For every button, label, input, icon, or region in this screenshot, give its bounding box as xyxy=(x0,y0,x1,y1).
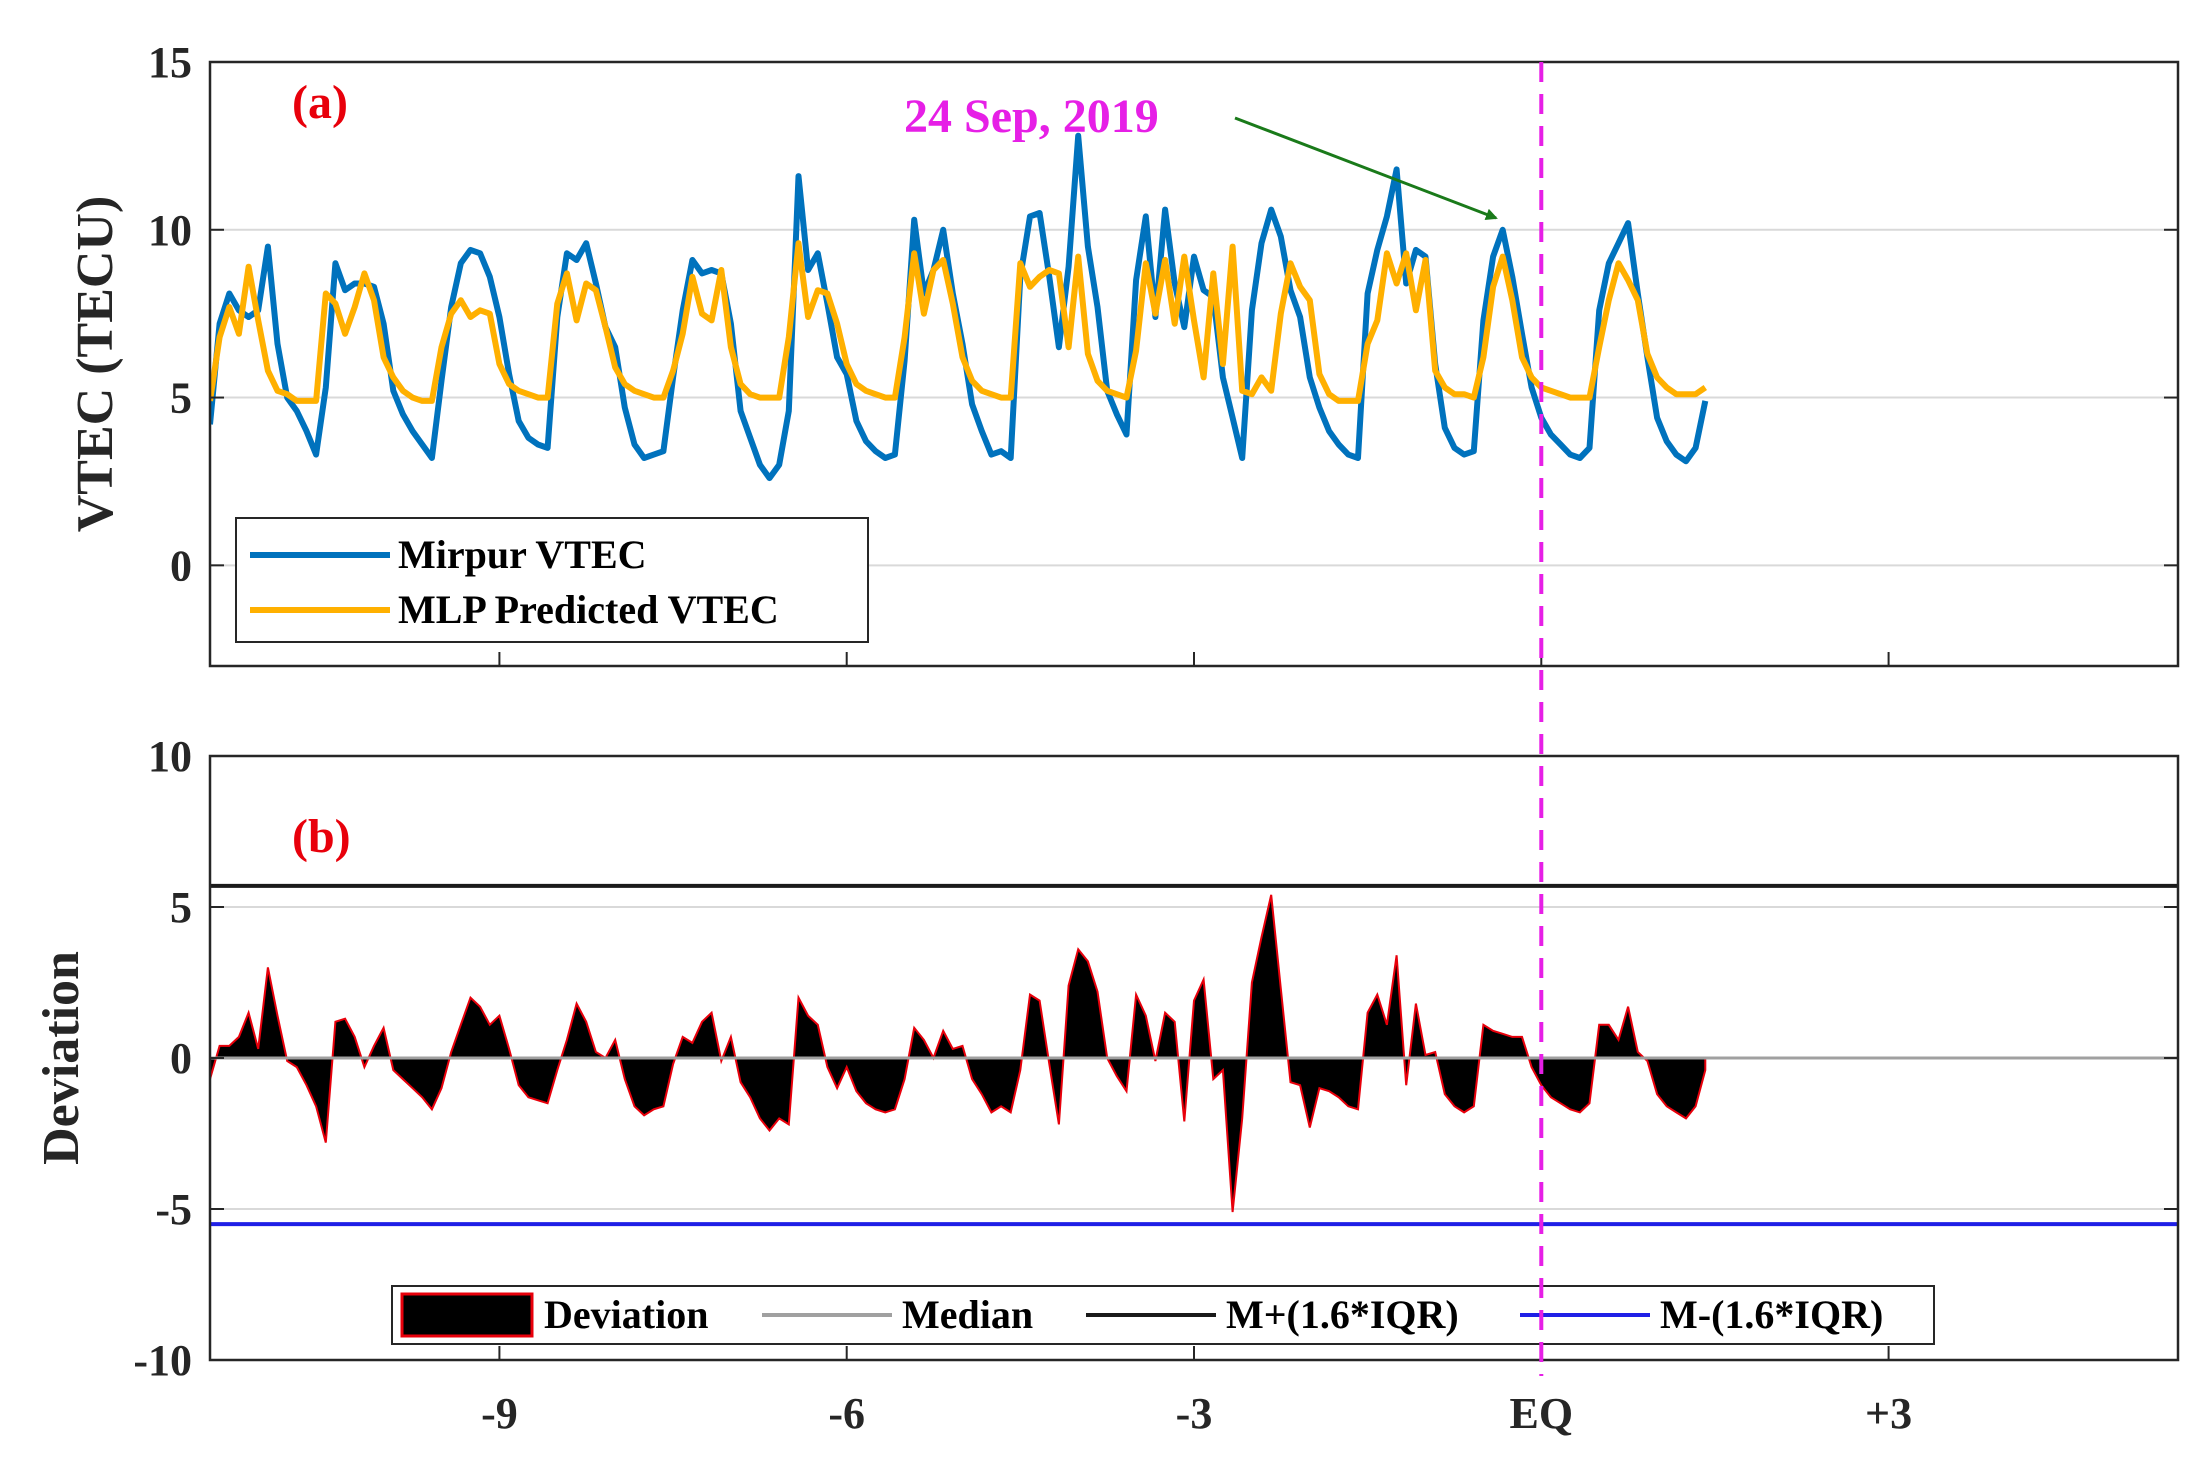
panel-b-ylabel: Deviation xyxy=(33,951,90,1165)
legend-label-deviation: Deviation xyxy=(544,1292,708,1337)
panel-a-label: (a) xyxy=(292,76,348,129)
panel-b-ytick-label: 0 xyxy=(170,1034,192,1083)
event-date-annotation: 24 Sep, 2019 xyxy=(904,90,1159,143)
panel-a-legend: Mirpur VTEC MLP Predicted VTEC xyxy=(235,517,869,643)
panel-b-ytick-label: 5 xyxy=(170,883,192,932)
legend-label-mirpur: Mirpur VTEC xyxy=(398,532,647,577)
panel-b-x-ticks: -9 -6 -3 EQ +3 xyxy=(481,652,1912,1438)
panel-a-ytick-label: 5 xyxy=(170,374,192,423)
panel-b-xtick-label: EQ xyxy=(1510,1389,1574,1438)
mirpur-vtec-line xyxy=(210,132,1709,482)
panel-a-ytick-label: 10 xyxy=(148,206,192,255)
panel-b-label: (b) xyxy=(292,810,351,863)
panel-b-y-ticks: -10 -5 0 5 10 xyxy=(133,732,2178,1385)
panel-b-xtick-label: +3 xyxy=(1865,1389,1912,1438)
panel-a-ytick-label: 15 xyxy=(148,38,192,87)
deviation-area xyxy=(210,894,1707,1213)
legend-label-mlp: MLP Predicted VTEC xyxy=(398,587,779,632)
panel-a: 0 5 10 15 VTEC (TECU) (a) 24 Sep, 2019 Mirp… xyxy=(67,38,2180,668)
panel-b-xtick-label: -3 xyxy=(1176,1389,1213,1438)
panel-b-ytick-label: -10 xyxy=(133,1336,192,1385)
legend-swatch-deviation xyxy=(400,1292,534,1338)
legend-label-median: Median xyxy=(902,1292,1033,1337)
panel-a-legend-box xyxy=(235,517,869,643)
panel-b-ytick-label: 10 xyxy=(148,732,192,781)
panel-b-xtick-label: -6 xyxy=(828,1389,865,1438)
panel-b: -10 -5 0 5 10 -9 -6 -3 EQ +3 Deviation (b) Devia… xyxy=(33,652,2180,1438)
panel-a-ytick-label: 0 xyxy=(170,541,192,590)
legend-label-lower: M-(1.6*IQR) xyxy=(1660,1292,1883,1337)
panel-a-ylabel: VTEC (TECU) xyxy=(67,196,124,533)
panel-a-y-ticks: 0 5 10 15 xyxy=(148,38,2178,590)
panel-b-xtick-label: -9 xyxy=(481,1389,518,1438)
panel-b-legend: Deviation Median M+(1.6*IQR) M-(1.6*IQR) xyxy=(391,1285,1935,1345)
legend-label-upper: M+(1.6*IQR) xyxy=(1226,1292,1459,1337)
mlp-predicted-vtec-line xyxy=(210,240,1708,404)
event-date-arrow xyxy=(1234,116,1498,221)
panel-b-ytick-label: -5 xyxy=(155,1185,192,1234)
